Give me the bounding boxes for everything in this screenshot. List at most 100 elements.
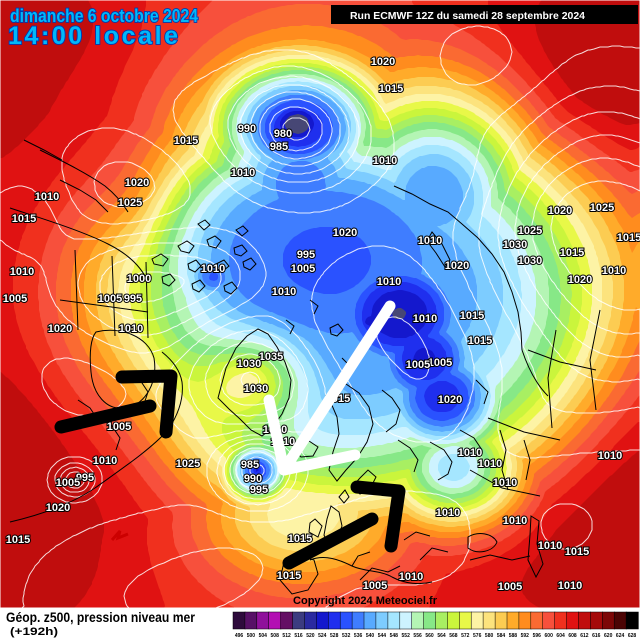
svg-text:1030: 1030 <box>244 383 268 395</box>
svg-text:1015: 1015 <box>174 135 198 147</box>
svg-text:1005: 1005 <box>428 357 452 369</box>
svg-text:1010: 1010 <box>458 447 482 459</box>
svg-text:985: 985 <box>270 141 288 153</box>
svg-text:1025: 1025 <box>176 458 200 470</box>
svg-text:1025: 1025 <box>590 202 614 214</box>
svg-text:1020: 1020 <box>333 227 357 239</box>
svg-text:496: 496 <box>235 633 244 639</box>
svg-text:1030: 1030 <box>518 255 542 267</box>
svg-text:1010: 1010 <box>35 191 59 203</box>
svg-text:dimanche 6 octobre 2024: dimanche 6 octobre 2024 <box>10 6 198 26</box>
svg-text:620: 620 <box>604 633 613 639</box>
svg-text:584: 584 <box>497 633 506 639</box>
svg-text:1010: 1010 <box>602 265 626 277</box>
svg-text:1020: 1020 <box>548 205 572 217</box>
svg-text:1010: 1010 <box>503 515 527 527</box>
svg-text:592: 592 <box>521 633 530 639</box>
svg-text:995: 995 <box>76 472 94 484</box>
svg-text:1005: 1005 <box>498 581 522 593</box>
svg-text:1005: 1005 <box>3 293 27 305</box>
svg-text:1020: 1020 <box>371 56 395 68</box>
svg-text:1025: 1025 <box>518 225 542 237</box>
svg-text:1010: 1010 <box>413 313 437 325</box>
svg-text:1005: 1005 <box>98 293 122 305</box>
svg-text:1005: 1005 <box>56 477 80 489</box>
svg-text:1005: 1005 <box>291 263 315 275</box>
svg-text:1015: 1015 <box>468 335 492 347</box>
svg-text:540: 540 <box>366 633 375 639</box>
svg-text:1010: 1010 <box>478 458 502 470</box>
svg-text:1015: 1015 <box>12 213 36 225</box>
svg-text:616: 616 <box>592 633 601 639</box>
svg-text:1035: 1035 <box>259 351 283 363</box>
svg-text:1010: 1010 <box>399 571 423 583</box>
svg-text:995: 995 <box>124 293 142 305</box>
svg-text:1010: 1010 <box>418 235 442 247</box>
svg-text:568: 568 <box>449 633 458 639</box>
svg-text:528: 528 <box>330 633 339 639</box>
svg-text:990: 990 <box>244 473 262 485</box>
svg-text:512: 512 <box>282 633 291 639</box>
svg-text:1015: 1015 <box>460 310 484 322</box>
svg-text:985: 985 <box>241 459 259 471</box>
svg-text:1005: 1005 <box>363 580 387 592</box>
svg-text:1015: 1015 <box>6 534 30 546</box>
svg-text:1010: 1010 <box>93 455 117 467</box>
svg-text:1020: 1020 <box>46 502 70 514</box>
svg-text:1020: 1020 <box>445 260 469 272</box>
svg-text:624: 624 <box>616 633 625 639</box>
svg-text:556: 556 <box>413 633 422 639</box>
svg-text:1030: 1030 <box>237 358 261 370</box>
svg-text:1010: 1010 <box>10 266 34 278</box>
svg-text:995: 995 <box>250 484 268 496</box>
svg-text:548: 548 <box>390 633 399 639</box>
svg-text:1000: 1000 <box>127 273 151 285</box>
svg-text:1015: 1015 <box>379 83 403 95</box>
svg-text:596: 596 <box>533 633 542 639</box>
svg-text:1005: 1005 <box>107 421 131 433</box>
svg-text:560: 560 <box>425 633 434 639</box>
svg-text:508: 508 <box>271 633 280 639</box>
svg-text:588: 588 <box>509 633 518 639</box>
svg-text:Copyright 2024 Meteociel.fr: Copyright 2024 Meteociel.fr <box>293 595 438 607</box>
svg-text:1020: 1020 <box>568 274 592 286</box>
svg-text:1010: 1010 <box>373 155 397 167</box>
svg-text:1010: 1010 <box>493 477 517 489</box>
svg-text:1010: 1010 <box>538 540 562 552</box>
svg-text:Géop. z500, pression niveau me: Géop. z500, pression niveau mer <box>6 610 196 625</box>
svg-text:536: 536 <box>354 633 363 639</box>
svg-text:1010: 1010 <box>558 580 582 592</box>
svg-text:628: 628 <box>628 633 637 639</box>
svg-text:552: 552 <box>402 633 411 639</box>
svg-text:564: 564 <box>437 633 446 639</box>
svg-text:1015: 1015 <box>560 247 584 259</box>
svg-text:612: 612 <box>580 633 589 639</box>
svg-text:1010: 1010 <box>231 167 255 179</box>
svg-text:(+192h): (+192h) <box>10 626 58 638</box>
svg-text:600: 600 <box>545 633 554 639</box>
svg-text:1025: 1025 <box>118 197 142 209</box>
svg-text:1010: 1010 <box>119 323 143 335</box>
svg-text:1015: 1015 <box>277 570 301 582</box>
svg-text:1020: 1020 <box>438 394 462 406</box>
svg-text:500: 500 <box>247 633 256 639</box>
svg-text:1010: 1010 <box>377 276 401 288</box>
svg-text:532: 532 <box>342 633 351 639</box>
svg-text:520: 520 <box>306 633 315 639</box>
svg-text:980: 980 <box>274 128 292 140</box>
svg-text:1010: 1010 <box>436 507 460 519</box>
svg-text:1015: 1015 <box>565 546 589 558</box>
svg-text:990: 990 <box>238 123 256 135</box>
svg-text:1010: 1010 <box>201 263 225 275</box>
svg-text:604: 604 <box>556 633 565 639</box>
svg-text:1010: 1010 <box>598 450 622 462</box>
svg-text:1015: 1015 <box>617 232 640 244</box>
svg-text:580: 580 <box>485 633 494 639</box>
svg-text:1030: 1030 <box>503 239 527 251</box>
svg-text:1020: 1020 <box>125 177 149 189</box>
svg-text:516: 516 <box>294 633 303 639</box>
svg-text:608: 608 <box>568 633 577 639</box>
svg-text:Run ECMWF 12Z du samedi 28 sep: Run ECMWF 12Z du samedi 28 septembre 202… <box>350 10 585 22</box>
svg-text:1020: 1020 <box>48 323 72 335</box>
svg-text:524: 524 <box>318 633 327 639</box>
